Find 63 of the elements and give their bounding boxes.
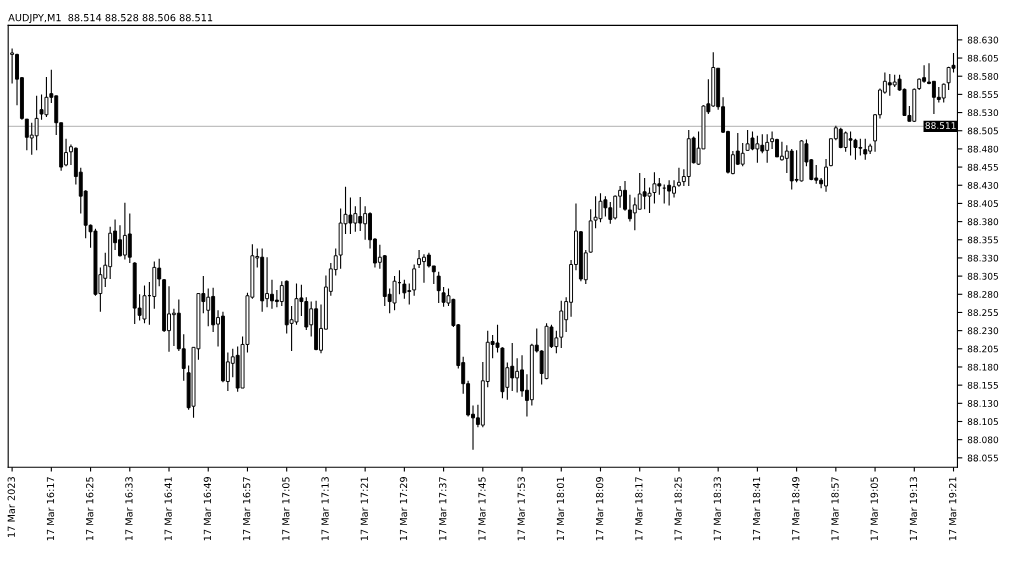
y-tick-label: 88.130 xyxy=(967,400,999,407)
x-tick-label: 17 Mar 18:01 xyxy=(556,477,565,541)
y-tick-label: 88.280 xyxy=(967,291,999,298)
candlestick xyxy=(34,95,39,151)
y-tick-label: 88.155 xyxy=(967,381,998,389)
y-tick-label: 88.555 xyxy=(967,91,998,98)
x-tick-label: 17 Mar 19:13 xyxy=(909,477,918,541)
x-tick-label: 17 Mar 17:13 xyxy=(321,477,329,541)
y-tick-label: 88.355 xyxy=(967,236,998,244)
candlestick xyxy=(392,275,397,311)
x-tick-label: 17 Mar 18:09 xyxy=(595,477,604,541)
candlestick xyxy=(667,179,672,207)
y-tick-label: 88.455 xyxy=(967,163,998,171)
y-tick-label: 88.055 xyxy=(967,454,998,462)
y-tick-label: 88.580 xyxy=(967,72,999,80)
y-tick-label: 88.080 xyxy=(967,436,999,444)
x-tick-label: 17 Mar 18:41 xyxy=(752,477,761,541)
x-tick-label: 17 Mar 18:17 xyxy=(635,477,643,541)
candlestick xyxy=(676,167,681,188)
y-tick-label: 88.230 xyxy=(967,327,999,335)
candlestick xyxy=(417,249,422,269)
x-tick-label: 17 Mar 18:49 xyxy=(792,477,800,541)
x-tick-label: 17 Mar 16:17 xyxy=(46,477,55,541)
x-tick-label: 17 Mar 18:25 xyxy=(674,477,682,541)
y-tick-label: 88.405 xyxy=(967,200,998,207)
x-tick-label: 17 Mar 16:49 xyxy=(203,477,212,541)
y-tick-label: 88.205 xyxy=(967,345,998,353)
y-tick-label: 88.380 xyxy=(967,218,999,226)
candlestick xyxy=(863,138,868,161)
x-tick-label: 17 Mar 17:05 xyxy=(282,477,290,541)
x-tick-label: 17 Mar 16:57 xyxy=(242,477,251,541)
candlestick xyxy=(436,271,441,304)
y-tick-label: 88.480 xyxy=(967,145,999,153)
x-tick-label: 17 Mar 17:21 xyxy=(360,477,368,541)
x-tick-label: 17 Mar 17:45 xyxy=(478,477,486,541)
x-tick-label: 17 Mar 16:25 xyxy=(86,477,94,541)
y-tick-label: 88.305 xyxy=(967,272,998,280)
candlestick xyxy=(127,213,132,264)
candlestick xyxy=(652,171,657,204)
candlestick xyxy=(941,82,946,103)
x-tick-label: 17 Mar 19:21 xyxy=(948,477,957,541)
y-tick-label: 88.330 xyxy=(967,254,999,262)
x-tick-label: 17 Mar 17:37 xyxy=(439,477,447,541)
y-tick-label: 88.505 xyxy=(967,127,998,135)
candlestick xyxy=(402,279,407,300)
y-tick-label: 88.605 xyxy=(967,54,998,62)
x-tick-label: 17 Mar 18:57 xyxy=(831,477,839,541)
x-tick-label: 17 Mar 17:29 xyxy=(399,477,408,541)
candlestick xyxy=(740,142,745,167)
ref-line-label: 88.511 xyxy=(925,122,956,129)
y-tick-label: 88.255 xyxy=(967,309,998,317)
x-tick-label: 17 Mar 18:33 xyxy=(713,477,721,541)
y-tick-label: 88.105 xyxy=(967,418,998,426)
y-tick-label: 88.430 xyxy=(967,181,999,189)
chart-title: AUDJPY,M1 88.514 88.528 88.506 88.511 xyxy=(8,13,213,24)
y-tick-label: 88.180 xyxy=(967,363,999,371)
x-tick-label: 17 Mar 19:05 xyxy=(870,477,878,541)
x-tick-label: 17 Mar 16:41 xyxy=(164,477,172,541)
x-tick-label: 17 Mar 2023 xyxy=(7,477,15,537)
y-tick-label: 88.630 xyxy=(967,36,999,44)
y-tick-label: 88.530 xyxy=(967,109,999,117)
x-tick-label: 17 Mar 16:33 xyxy=(125,477,133,541)
x-tick-label: 17 Mar 17:53 xyxy=(517,477,525,541)
